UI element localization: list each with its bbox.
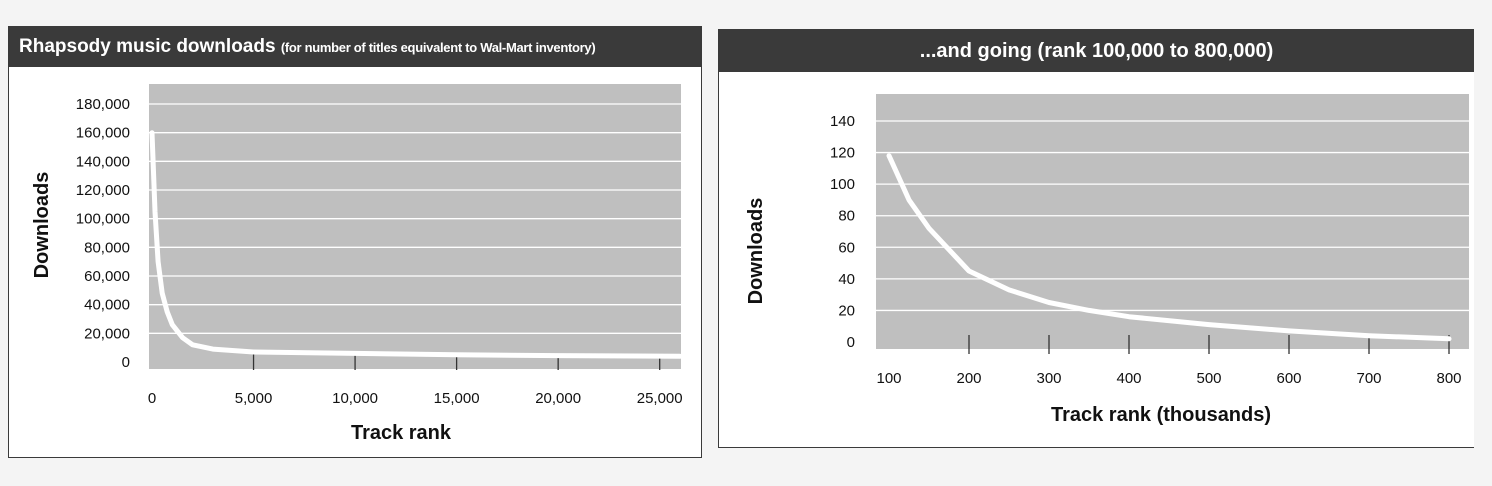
x-tick-label: 15,000	[434, 390, 480, 407]
y-tick-label: 120	[830, 145, 855, 162]
x-tick-label: 5,000	[235, 390, 273, 407]
x-axis-title: Track rank (thousands)	[1051, 404, 1271, 426]
y-tick-label: 0	[122, 354, 130, 371]
x-axis-title: Track rank	[351, 422, 452, 444]
downloads-curve	[149, 130, 683, 359]
x-tick-label: 0	[148, 390, 156, 407]
y-tick-label: 60	[838, 239, 855, 256]
y-tick-label: 40,000	[84, 297, 130, 314]
y-tick-label: 60,000	[84, 268, 130, 285]
x-tick-label: 25,000	[637, 390, 683, 407]
y-axis-title: Downloads	[745, 198, 767, 305]
x-tick-label: 100	[876, 370, 901, 387]
y-tick-label: 180,000	[76, 96, 130, 113]
plot-area	[149, 84, 681, 369]
y-tick-label: 140,000	[76, 153, 130, 170]
chart-header: ...and going (rank 100,000 to 800,000)	[719, 29, 1474, 72]
x-tick-label: 700	[1356, 370, 1381, 387]
chart-title: Rhapsody music downloads	[19, 36, 276, 57]
x-tick-label: 20,000	[535, 390, 581, 407]
y-tick-label: 100	[830, 176, 855, 193]
y-tick-label: 80,000	[84, 239, 130, 256]
chart-header: Rhapsody music downloads (for number of …	[9, 27, 701, 67]
x-tick-label: 800	[1436, 370, 1461, 387]
y-tick-label: 140	[830, 113, 855, 130]
chart-panel-rhapsody: Rhapsody music downloads (for number of …	[8, 26, 702, 458]
plot-area	[876, 94, 1469, 349]
y-tick-label: 100,000	[76, 211, 130, 228]
x-tick-label: 10,000	[332, 390, 378, 407]
y-tick-label: 0	[847, 334, 855, 351]
x-tick-label: 600	[1276, 370, 1301, 387]
chart-subtitle: (for number of titles equivalent to Wal-…	[280, 40, 596, 55]
y-tick-label: 20	[838, 302, 855, 319]
chart-plot: 0 20 40 60 80 100 120 140 100 200 300 400 500 600 700 8…	[745, 94, 1469, 426]
y-axis-title: Downloads	[31, 172, 53, 279]
y-tick-label: 20,000	[84, 325, 130, 342]
x-tick-label: 300	[1036, 370, 1061, 387]
y-tick-label: 120,000	[76, 182, 130, 199]
x-tick-label: 500	[1196, 370, 1221, 387]
downloads-curve	[886, 153, 1452, 342]
x-tick-label: 400	[1116, 370, 1141, 387]
y-tick-label: 160,000	[76, 125, 130, 142]
x-tick-label: 200	[956, 370, 981, 387]
chart-plot: 0 20,000 40,000 60,000 80,000 100,000 120,000 1…	[31, 84, 683, 444]
y-tick-label: 80	[838, 208, 855, 225]
chart-title: ...and going (rank 100,000 to 800,000)	[919, 40, 1274, 62]
chart-panel-long-tail: ...and going (rank 100,000 to 800,000) 0…	[718, 29, 1474, 448]
y-tick-label: 40	[838, 271, 855, 288]
